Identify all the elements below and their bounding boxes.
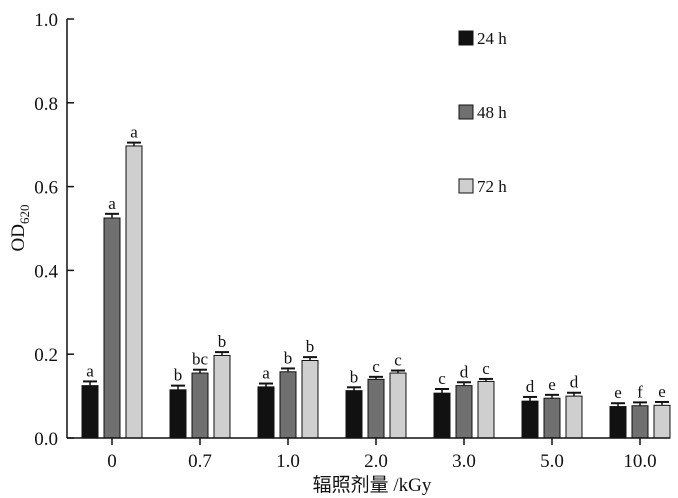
bar — [367, 378, 385, 439]
y-tick-label: 0.6 — [34, 178, 58, 199]
x-tick-label: 0 — [107, 451, 117, 472]
bar — [279, 371, 297, 439]
significance-label: c — [372, 357, 380, 376]
significance-label: c — [482, 359, 490, 378]
x-tick-label: 5.0 — [540, 451, 564, 472]
x-tick-label: 10.0 — [623, 451, 656, 472]
significance-label: c — [394, 351, 402, 370]
x-tick-label: 3.0 — [452, 451, 476, 472]
significance-label: e — [614, 383, 622, 402]
significance-label: a — [262, 364, 270, 383]
significance-label: d — [526, 377, 535, 396]
legend-label: 72 h — [477, 177, 507, 196]
significance-label: a — [130, 123, 138, 142]
legend-swatch — [458, 30, 474, 46]
bar — [543, 397, 561, 439]
x-tick-label: 2.0 — [364, 451, 388, 472]
x-tick-label: 1.0 — [276, 451, 300, 472]
legend-swatch — [458, 104, 474, 120]
significance-label: b — [306, 337, 315, 356]
significance-label: b — [218, 332, 227, 351]
bar — [455, 385, 473, 439]
bar — [389, 372, 407, 439]
significance-label: a — [108, 194, 116, 213]
x-axis-title: 辐照剂量 /kGy — [313, 474, 432, 496]
bar — [345, 390, 363, 439]
bar — [609, 406, 627, 439]
legend-label: 48 h — [477, 103, 507, 122]
bar — [477, 380, 495, 439]
bar — [125, 145, 143, 439]
bar — [433, 392, 451, 439]
significance-label: b — [284, 348, 293, 367]
bar — [213, 354, 231, 439]
bar — [565, 395, 583, 439]
significance-label: a — [86, 361, 94, 380]
bar — [191, 372, 209, 439]
bar — [301, 359, 319, 439]
bar — [521, 400, 539, 439]
significance-label: d — [460, 362, 469, 381]
significance-label: b — [174, 366, 183, 385]
y-axis-title: OD620 — [8, 205, 32, 252]
significance-label: f — [637, 382, 643, 401]
significance-label: bc — [192, 350, 209, 369]
ticks-layer: 0.0 0.2 0.4 0.6 0.8 1.0 0 0.7 1.0 2.0 3.0 5.0 10.0 — [34, 10, 656, 472]
significance-label: d — [570, 373, 579, 392]
significance-label: b — [350, 367, 359, 386]
legend-label: 24 h — [477, 29, 507, 48]
x-tick-label: 0.7 — [188, 451, 212, 472]
y-axis-title-subscript: 620 — [17, 205, 32, 225]
significance-label: e — [548, 375, 556, 394]
y-tick-label: 0.4 — [34, 261, 58, 282]
significance-label: c — [438, 369, 446, 388]
bar — [257, 386, 275, 439]
legend-swatch — [458, 178, 474, 194]
bar — [653, 404, 671, 439]
y-axis-title-main: OD — [8, 224, 29, 251]
bar — [631, 405, 649, 439]
bar — [81, 385, 99, 439]
significance-label: e — [658, 382, 666, 401]
bar — [169, 389, 187, 439]
y-tick-label: 0.0 — [34, 429, 58, 450]
y-tick-label: 1.0 — [34, 10, 58, 31]
axes-layer — [66, 19, 670, 439]
bar — [103, 217, 121, 439]
y-tick-label: 0.2 — [34, 345, 58, 366]
y-tick-label: 0.8 — [34, 94, 58, 115]
legend: 24 h 48 h 72 h — [458, 29, 507, 196]
